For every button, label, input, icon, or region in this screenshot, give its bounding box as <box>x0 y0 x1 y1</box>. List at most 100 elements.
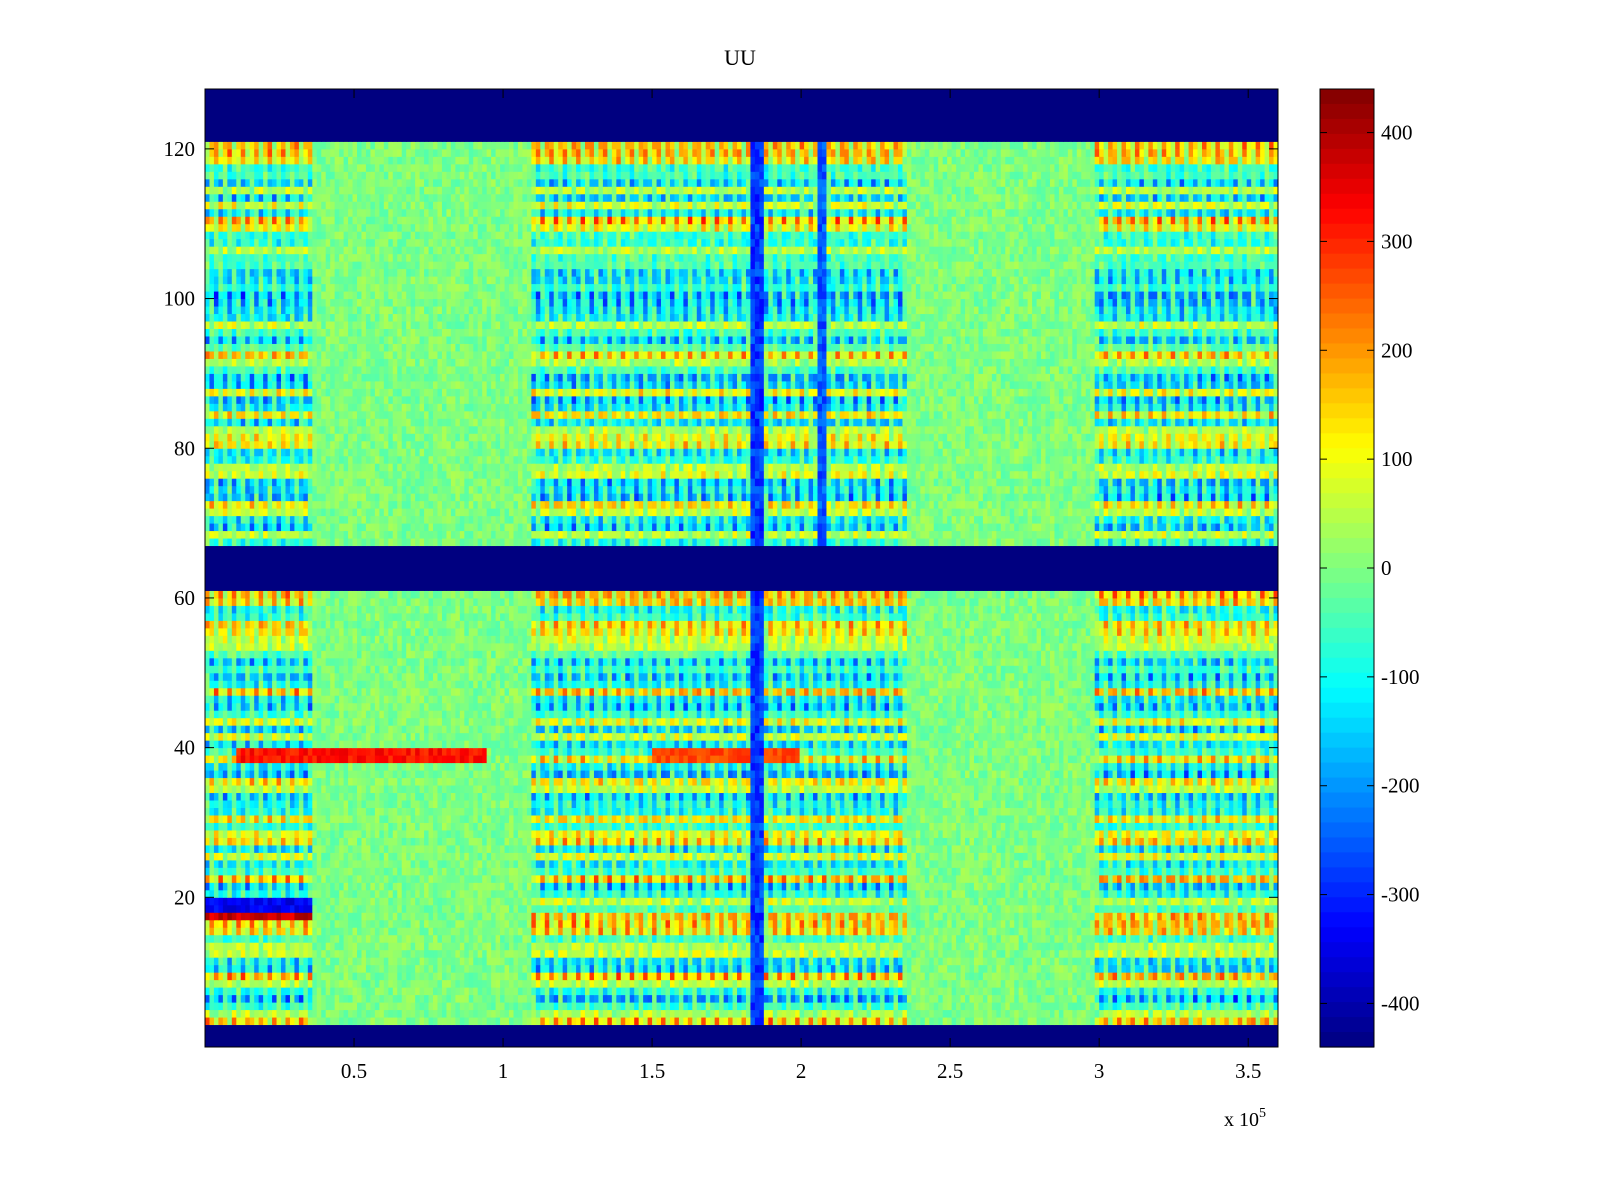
heatmap-cell <box>1023 934 1029 943</box>
heatmap-cell <box>576 1024 582 1033</box>
heatmap-cell <box>209 1032 215 1041</box>
heatmap-cell <box>473 1002 479 1011</box>
heatmap-cell <box>357 994 362 1003</box>
heatmap-cell <box>786 972 792 981</box>
heatmap-cell <box>473 979 479 988</box>
heatmap-cell <box>638 897 644 906</box>
heatmap-cell <box>602 1017 608 1026</box>
heatmap-cell <box>804 927 810 936</box>
heatmap-cell <box>969 979 975 988</box>
heatmap-cell <box>424 897 430 906</box>
heatmap-cell <box>871 1032 877 1041</box>
heatmap-cell <box>1157 949 1163 958</box>
heatmap-cell <box>1005 889 1011 898</box>
heatmap-cell <box>987 919 993 928</box>
heatmap-cell <box>441 912 447 921</box>
heatmap-cell <box>294 1009 300 1018</box>
heatmap-cell <box>1117 987 1123 996</box>
heatmap-cell <box>312 927 318 936</box>
heatmap-cell <box>839 934 845 943</box>
heatmap-cell <box>1251 972 1257 981</box>
heatmap-cell <box>826 1024 832 1033</box>
heatmap-cell <box>656 889 662 898</box>
heatmap-cell <box>665 1017 671 1026</box>
heatmap-cell <box>316 1009 322 1018</box>
heatmap-cell <box>267 1017 273 1026</box>
heatmap-cell <box>1058 889 1064 898</box>
heatmap-cell <box>687 964 693 973</box>
heatmap-cell <box>357 897 362 906</box>
heatmap-cell <box>321 942 327 951</box>
heatmap-cell <box>759 979 765 988</box>
heatmap-cell <box>294 957 300 966</box>
heatmap-cell <box>1219 957 1225 966</box>
heatmap-cell <box>996 1024 1002 1033</box>
heatmap-cell <box>978 979 984 988</box>
heatmap-cell <box>665 942 671 951</box>
heatmap-cell <box>312 919 318 928</box>
heatmap-cell <box>880 979 886 988</box>
heatmap-cell <box>441 972 447 981</box>
heatmap-cell <box>571 897 577 906</box>
heatmap-cell <box>249 979 255 988</box>
heatmap-cell <box>383 1002 389 1011</box>
heatmap-cell <box>468 934 474 943</box>
heatmap-cell <box>1018 957 1024 966</box>
heatmap-cell <box>947 964 953 973</box>
heatmap-cell <box>1121 1024 1127 1033</box>
heatmap-cell <box>1085 1032 1091 1041</box>
heatmap-cell <box>848 972 854 981</box>
heatmap-cell <box>553 987 559 996</box>
heatmap-cell <box>276 919 282 928</box>
heatmap-cell <box>339 889 345 898</box>
heatmap-cell <box>947 889 953 898</box>
heatmap-cell <box>535 1024 541 1033</box>
heatmap-cell <box>240 919 246 928</box>
heatmap-cell <box>285 1024 291 1033</box>
heatmap-cell <box>227 919 233 928</box>
heatmap-cell <box>205 1017 210 1026</box>
heatmap-cell <box>737 927 742 936</box>
heatmap-cell <box>1179 897 1185 906</box>
heatmap-cell <box>889 1024 895 1033</box>
heatmap-cell <box>1108 994 1114 1003</box>
heatmap-cell <box>942 964 948 973</box>
heatmap-cell <box>741 897 747 906</box>
heatmap-cell <box>1260 1032 1266 1041</box>
heatmap-cell <box>446 897 452 906</box>
heatmap-cell <box>643 949 649 958</box>
heatmap-cell <box>585 1002 590 1011</box>
heatmap-cell <box>1076 957 1082 966</box>
heatmap-cell <box>495 1017 501 1026</box>
heatmap-cell <box>1202 964 1207 973</box>
heatmap-cell <box>549 1009 555 1018</box>
heatmap-cell <box>285 1017 291 1026</box>
heatmap-cell <box>509 934 514 943</box>
heatmap-cell <box>433 1009 438 1018</box>
heatmap-cell <box>1005 1002 1011 1011</box>
heatmap-cell <box>920 942 926 951</box>
heatmap-cell <box>1108 934 1114 943</box>
heatmap-cell <box>1219 927 1225 936</box>
heatmap-cell <box>763 1017 769 1026</box>
heatmap-cell <box>576 987 582 996</box>
heatmap-cell <box>956 1009 962 1018</box>
heatmap-cell <box>1014 919 1020 928</box>
heatmap-cell <box>808 1002 814 1011</box>
heatmap-cell <box>473 927 479 936</box>
heatmap-cell <box>365 897 371 906</box>
heatmap-cell <box>517 912 523 921</box>
heatmap-cell <box>652 1017 658 1026</box>
heatmap-cell <box>745 1032 751 1041</box>
heatmap-cell <box>361 994 367 1003</box>
heatmap-cell <box>893 897 899 906</box>
heatmap-cell <box>325 987 331 996</box>
heatmap-cell <box>611 1032 617 1041</box>
heatmap-cell <box>710 1009 716 1018</box>
heatmap-cell <box>741 889 747 898</box>
heatmap-cell <box>249 1032 255 1041</box>
heatmap-cell <box>491 957 497 966</box>
heatmap-cell <box>437 912 443 921</box>
heatmap-cell <box>965 904 971 913</box>
heatmap-cell <box>620 1017 626 1026</box>
